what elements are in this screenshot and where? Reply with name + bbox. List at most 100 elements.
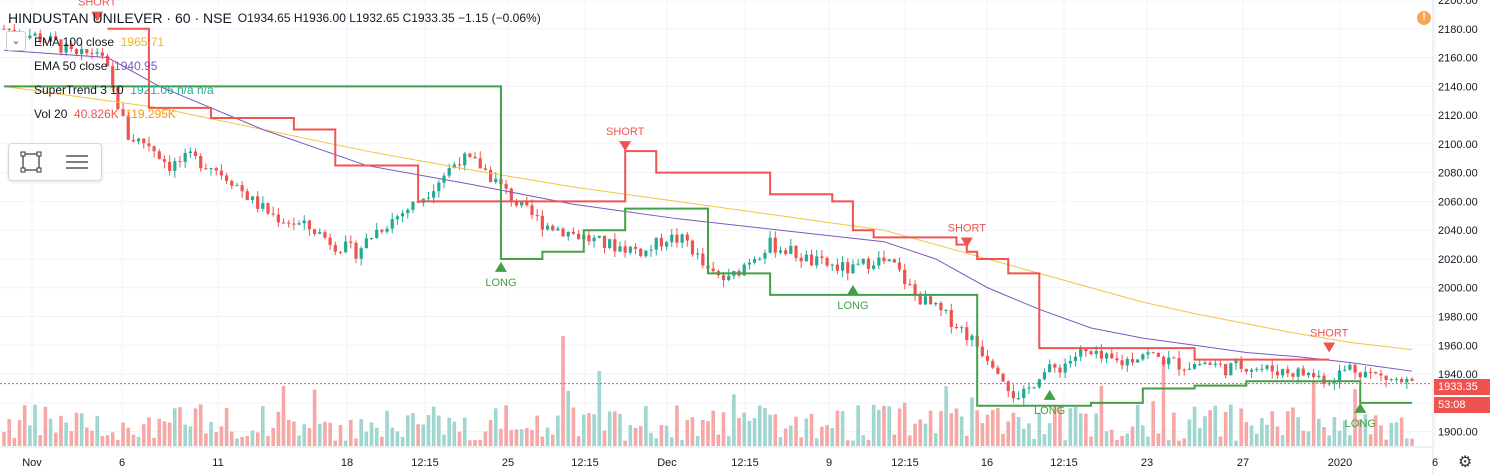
volume-bar	[478, 439, 483, 446]
volume-bar	[240, 436, 244, 446]
candle-body	[359, 248, 363, 259]
volume-bar	[385, 410, 389, 446]
volume-bar	[783, 428, 788, 446]
candle-body	[613, 239, 617, 252]
candle-body	[644, 250, 648, 257]
volume-bar	[659, 425, 664, 446]
rectangle-tool-icon[interactable]	[20, 151, 42, 173]
volume-bar	[1208, 410, 1212, 446]
short-signal-label: SHORT	[606, 126, 645, 138]
volume-bar	[514, 429, 519, 446]
volume-bar	[721, 412, 726, 446]
volume-bar	[1301, 430, 1306, 446]
candle-body	[1405, 378, 1409, 383]
price-tick-label: 2180.00	[1438, 24, 1478, 36]
candle-body	[256, 196, 260, 209]
candle-body	[452, 164, 456, 168]
candle-body	[287, 222, 291, 224]
price-tick-label: 2000.00	[1438, 283, 1478, 295]
volume-bar	[359, 418, 363, 446]
volume-bar	[447, 417, 451, 446]
candle-body	[1198, 364, 1202, 366]
price-tick-label: 2080.00	[1438, 168, 1478, 180]
volume-bar	[561, 336, 565, 446]
candle-body	[872, 265, 876, 269]
candle-body	[7, 28, 11, 30]
candle-body	[825, 257, 829, 266]
volume-bar	[928, 410, 933, 446]
volume-bar	[1042, 434, 1047, 446]
volume-bars	[2, 336, 1414, 446]
candle-body	[965, 327, 969, 341]
candle-body	[815, 256, 819, 266]
volume-bar	[519, 429, 524, 446]
candle-body	[535, 214, 539, 216]
candle-body	[618, 246, 622, 252]
candle-body	[954, 327, 959, 329]
volume-bar	[343, 440, 348, 446]
price-tick-label: 1900.00	[1438, 427, 1478, 439]
supertrend-legend[interactable]: SuperTrend 3 10 1921.06 n/a n/a	[34, 83, 214, 97]
volume-bar	[302, 424, 307, 446]
price-tick-label: 1960.00	[1438, 340, 1478, 352]
candle-body	[1255, 368, 1259, 370]
candle-body	[1234, 360, 1238, 364]
volume-bar	[1389, 422, 1394, 446]
candle-body	[1167, 357, 1171, 365]
candle-body	[960, 327, 964, 329]
candle-body	[1110, 353, 1114, 359]
volume-bar	[877, 409, 881, 446]
volume-bar	[1322, 427, 1326, 446]
volume-bar	[483, 431, 488, 446]
volume-bar	[1047, 423, 1052, 446]
volume-bar	[669, 437, 674, 446]
candle-body	[830, 264, 834, 266]
long-signal-label: LONG	[1345, 418, 1376, 430]
candle-body	[882, 257, 886, 262]
volume-bar	[975, 410, 979, 446]
candle-body	[789, 245, 793, 254]
candle-body	[851, 264, 855, 274]
drawing-toolbar	[8, 143, 102, 181]
candle-body	[1125, 358, 1129, 366]
volume-bar	[126, 427, 131, 446]
volume-bar	[1053, 406, 1057, 446]
candle-body	[199, 155, 203, 169]
ema50-legend[interactable]: EMA 50 close 1940.95	[34, 59, 158, 73]
candle-body	[799, 257, 803, 262]
volume-bar	[48, 418, 53, 446]
volume-bar	[1265, 424, 1269, 446]
list-icon[interactable]	[64, 151, 90, 173]
volume-bar	[1120, 435, 1124, 446]
volume-bar	[1373, 415, 1378, 446]
time-tick-label: 12:15	[411, 457, 439, 469]
candle-body	[1042, 372, 1047, 380]
ema100-legend[interactable]: EMA 100 close 1965.71	[34, 35, 165, 49]
candle-body	[478, 158, 482, 169]
candle-body	[463, 153, 467, 166]
alert-icon[interactable]: !	[1417, 11, 1431, 25]
volume-bar	[690, 417, 695, 446]
volume-legend[interactable]: Vol 20 40.826K 119.295K	[34, 107, 176, 121]
volume-bar	[457, 431, 462, 446]
volume-bar	[794, 416, 798, 446]
candle-body	[271, 213, 275, 215]
candle-body	[752, 259, 757, 263]
candle-body	[74, 49, 79, 55]
volume-bar	[338, 424, 343, 446]
volume-bar	[1130, 426, 1135, 446]
long-signal-label: LONG	[837, 300, 868, 312]
candle-body	[1104, 353, 1109, 359]
candle-body	[742, 264, 746, 276]
settings-gear-icon[interactable]: ⚙	[1458, 454, 1473, 471]
candle-body	[224, 175, 229, 181]
volume-bar	[204, 433, 208, 446]
collapse-legend-button[interactable]: ⌄	[6, 31, 26, 51]
volume-bar	[918, 419, 923, 446]
candle-body	[784, 250, 788, 254]
candle-body	[877, 257, 881, 266]
candle-body	[157, 151, 161, 160]
candle-body	[214, 168, 218, 171]
volume-bar	[74, 412, 79, 446]
